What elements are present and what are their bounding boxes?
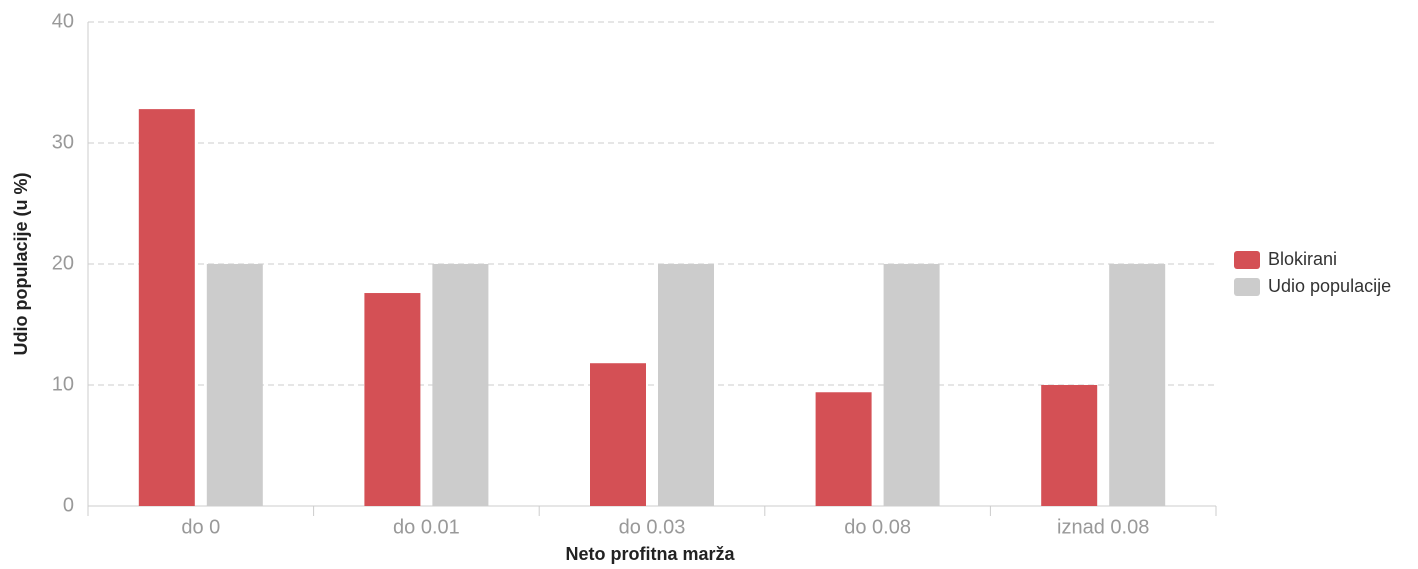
y-tick-label: 30 [52, 131, 74, 153]
x-tick-label: iznad 0.08 [1057, 516, 1149, 538]
bar [883, 264, 940, 506]
y-tick-label: 40 [52, 10, 74, 32]
bar [206, 264, 263, 506]
bar [658, 264, 714, 506]
bar [364, 293, 421, 506]
legend-swatch [1234, 251, 1260, 269]
legend-label: Blokirani [1268, 249, 1337, 269]
y-axis-title: Udio populacije (u %) [11, 172, 31, 355]
bar [815, 392, 872, 506]
bar [1109, 264, 1166, 506]
x-tick-label: do 0.08 [844, 516, 911, 538]
bar [590, 363, 646, 506]
bar [1041, 385, 1098, 506]
x-tick-label: do 0.03 [619, 516, 686, 538]
y-tick-label: 0 [63, 494, 74, 516]
legend-swatch [1234, 278, 1260, 296]
legend-label: Udio populacije [1268, 276, 1391, 296]
x-axis-title: Neto profitna marža [565, 544, 735, 564]
x-tick-label: do 0 [181, 516, 220, 538]
y-tick-label: 10 [52, 373, 74, 395]
y-tick-label: 20 [52, 252, 74, 274]
bar [432, 264, 489, 506]
x-tick-label: do 0.01 [393, 516, 460, 538]
bar [138, 109, 195, 507]
